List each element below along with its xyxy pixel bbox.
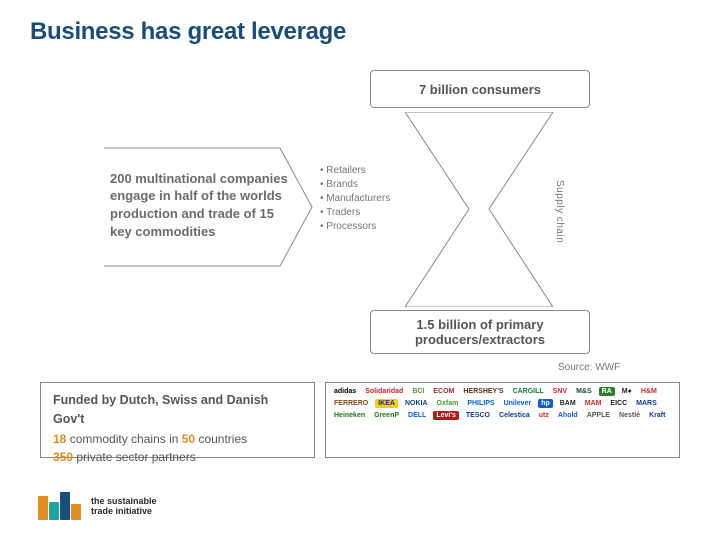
partner-logo: utz (537, 411, 551, 420)
partner-logo: Nestlé (617, 411, 642, 420)
partner-logo: Kraft (647, 411, 667, 420)
hourglass-shape (405, 112, 553, 307)
partner-logo: Oxfam (435, 399, 461, 408)
logo-bar (60, 492, 70, 520)
partner-logo: GreenP (372, 411, 401, 420)
partner-logo: Ahold (556, 411, 580, 420)
partner-logo: RA (599, 387, 615, 396)
idh-tagline: the sustainable trade initiative (91, 496, 157, 517)
bullet-item: Manufacturers (320, 193, 390, 204)
left-panel: 200 multinational companies engage in ha… (110, 145, 290, 265)
funding-line2: 18 commodity chains in 50 countries (53, 430, 302, 449)
partner-logo: M● (620, 387, 634, 396)
partner-logos-box: adidas Solidaridad BCI ECOM HERSHEY'S CARGILL… (325, 382, 680, 458)
partner-logo: APPLE (585, 411, 612, 420)
footer: the sustainable trade initiative (38, 492, 157, 520)
partner-logo: CARGILL (511, 387, 546, 396)
bottom-row: Funded by Dutch, Swiss and Danish Gov't … (40, 382, 680, 460)
partner-logo: Celestica (497, 411, 532, 420)
funding-box: Funded by Dutch, Swiss and Danish Gov't … (40, 382, 315, 458)
multinational-text: 200 multinational companies engage in ha… (110, 170, 290, 240)
partner-logo: H&M (639, 387, 659, 396)
hourglass-diagram: 7 billion consumers Supply chain 1.5 bil… (110, 70, 640, 350)
partner-logo: HERSHEY'S (461, 387, 505, 396)
bullet-item: Retailers (320, 165, 390, 176)
partner-logo: Heineken (332, 411, 367, 420)
partner-logo: SNV (551, 387, 569, 396)
num-commodity: 18 (53, 432, 66, 446)
idh-logo (38, 492, 81, 520)
partner-logo: MAM (583, 399, 604, 408)
partner-logo: M&S (574, 387, 594, 396)
funding-line3: 350 private sector partners (53, 448, 302, 467)
slide: Business has great leverage 7 billion co… (0, 0, 720, 540)
bullet-item: Traders (320, 207, 390, 218)
producers-box: 1.5 billion of primary producers/extract… (370, 310, 590, 354)
num-countries: 50 (182, 432, 195, 446)
supply-chain-label: Supply chain (554, 180, 565, 243)
partner-logo: adidas (332, 387, 358, 396)
source-label: Source: WWF (558, 362, 620, 373)
supply-chain-bullets: Retailers Brands Manufacturers Traders P… (320, 165, 390, 235)
partner-logo: ECOM (431, 387, 456, 396)
funding-line1: Funded by Dutch, Swiss and Danish Gov't (53, 391, 302, 430)
partner-logo: IKEA (375, 399, 398, 408)
partner-logo: DELL (406, 411, 428, 420)
partner-logo: hp (538, 399, 553, 408)
partner-logo: MARS (634, 399, 659, 408)
partner-logo: PHILIPS (465, 399, 496, 408)
logo-bar (49, 502, 59, 520)
partner-logo: BCI (410, 387, 426, 396)
logo-bar (71, 504, 81, 520)
partner-logo: FERRERO (332, 399, 370, 408)
num-partners: 350 (53, 450, 73, 464)
bullet-item: Brands (320, 179, 390, 190)
logo-bar (38, 496, 48, 520)
partner-logo: Unilever (502, 399, 534, 408)
consumers-box: 7 billion consumers (370, 70, 590, 108)
slide-title: Business has great leverage (30, 18, 690, 46)
bullet-item: Processors (320, 221, 390, 232)
partner-logo: EICC (608, 399, 629, 408)
partner-logo: TESCO (464, 411, 492, 420)
partner-logo: NOKIA (403, 399, 430, 408)
partner-logo: Solidaridad (363, 387, 405, 396)
partner-logo: BAM (558, 399, 578, 408)
partner-logo: Levi's (433, 411, 459, 420)
